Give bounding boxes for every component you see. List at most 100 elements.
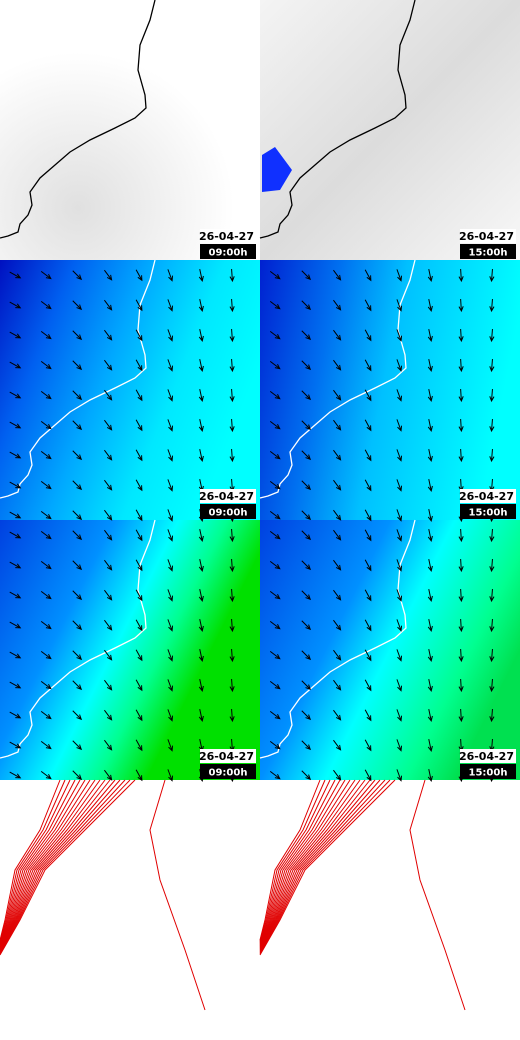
wind-arrow	[396, 389, 403, 402]
wind-arrow	[104, 739, 113, 751]
wind-arrow	[9, 391, 22, 399]
wind-arrow	[427, 389, 433, 403]
contour-line	[259, 779, 381, 953]
wind-arrow	[364, 509, 372, 522]
wind-arrow	[104, 389, 113, 401]
wind-arrow	[396, 479, 403, 492]
date-bg	[460, 229, 516, 243]
wind-arrow	[104, 589, 113, 601]
wind-arrow	[9, 331, 22, 339]
wind-arrow	[489, 558, 495, 573]
wind-arrow	[396, 529, 403, 542]
contour-line	[0, 779, 96, 948]
wind-arrow	[396, 739, 403, 752]
wind-arrow	[198, 619, 204, 633]
contour-line	[259, 779, 336, 944]
wind-arrow	[135, 479, 143, 492]
wind-arrow	[167, 509, 174, 522]
wind-arrow	[135, 299, 143, 312]
wind-arrow	[104, 269, 113, 281]
wind-arrow	[269, 650, 281, 660]
contour-line	[0, 779, 66, 942]
wind-arrow	[333, 419, 342, 431]
wind-arrow	[104, 359, 113, 371]
wind-arrow	[72, 270, 83, 281]
wind-arrow	[198, 649, 204, 663]
wind-arrow	[135, 529, 143, 542]
wind-arrow	[333, 559, 342, 571]
wind-arrow	[489, 358, 495, 373]
wind-arrow	[135, 359, 143, 372]
wind-arrow	[198, 529, 204, 543]
wind-arrow	[269, 330, 281, 340]
contour-line	[0, 779, 131, 955]
wind-arrow	[104, 299, 113, 311]
wind-arrow	[72, 360, 83, 371]
wind-arrow	[9, 481, 22, 489]
wind-arrow	[72, 510, 83, 521]
wind-arrow	[104, 529, 113, 541]
wind-arrow	[301, 530, 312, 541]
contour-line	[259, 779, 371, 951]
wind-arrow	[9, 681, 22, 689]
wind-arrow	[198, 709, 204, 723]
date-label: 26-04-27	[459, 490, 514, 503]
wind-arrow	[72, 480, 83, 491]
wind-arrow	[396, 359, 403, 372]
wind-arrow	[364, 649, 372, 662]
wind-arrow	[458, 418, 464, 433]
wind-arrow	[198, 449, 204, 463]
wind-arrow	[167, 479, 174, 492]
wind-arrow	[229, 328, 235, 343]
cloud-panel	[0, 0, 260, 260]
wind-arrow	[229, 678, 235, 693]
wind-arrow	[396, 419, 403, 432]
contour-line	[0, 779, 121, 953]
wind-arrow	[167, 739, 174, 752]
wind-arrow	[72, 710, 83, 721]
labels: 26-04-27 09:00h 26-04-27 15:00h 26-04-27 09:0…	[199, 229, 516, 779]
wind-arrow	[40, 711, 52, 720]
wind-arrow	[301, 560, 312, 571]
wind-arrow	[364, 449, 372, 462]
wind-arrow	[458, 678, 464, 693]
wind-arrow	[167, 389, 174, 402]
wind-arrow	[427, 769, 433, 783]
contour-line	[0, 779, 81, 945]
wind-arrow	[301, 590, 312, 601]
wind-arrow	[40, 481, 52, 490]
wind-arrow	[167, 359, 174, 372]
wind-arrow	[167, 619, 174, 632]
wind-arrow	[333, 299, 342, 311]
wind-arrow	[396, 559, 403, 572]
rain-area	[262, 147, 292, 192]
wind-arrow	[9, 741, 22, 749]
wind-arrow	[229, 268, 235, 283]
wind-arrow	[396, 649, 403, 662]
wind-arrow	[301, 620, 312, 631]
wind-arrow	[301, 680, 312, 691]
contour-line	[0, 779, 106, 950]
wind-arrow	[364, 269, 372, 282]
wind-arrow	[489, 418, 495, 433]
wind-arrow	[364, 679, 372, 692]
contour-line	[0, 779, 71, 943]
wind-arrow	[40, 651, 52, 660]
contour-line	[0, 779, 111, 951]
wind-arrow	[198, 679, 204, 693]
wind-arrow	[427, 419, 433, 433]
wind-arrow	[40, 681, 52, 690]
wind-arrow	[104, 509, 113, 521]
date-label: 26-04-27	[459, 750, 514, 763]
wind-arrow	[9, 711, 22, 719]
wind-arrow	[135, 739, 143, 752]
wind-arrow	[40, 741, 52, 750]
wind-arrow	[364, 619, 372, 632]
wind-arrow	[269, 270, 281, 280]
wind-arrow	[135, 649, 143, 662]
wind-arrow	[301, 420, 312, 431]
wind-arrow	[72, 680, 83, 691]
wind-arrow	[364, 479, 372, 492]
wind-arrow	[301, 710, 312, 721]
